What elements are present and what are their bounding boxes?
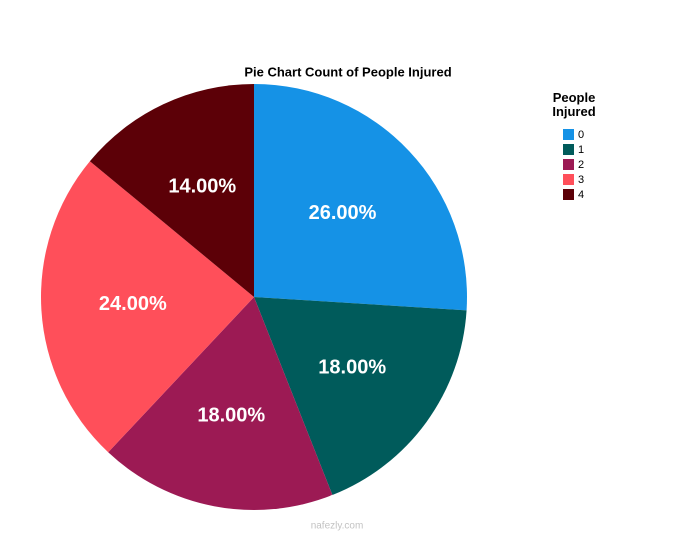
legend-label: 2 — [578, 159, 584, 171]
slice-label: 14.00% — [168, 175, 236, 197]
pie-slice — [40, 161, 255, 453]
pie-slice — [108, 297, 333, 510]
legend-title-line: People — [553, 90, 596, 105]
chart-title: Pie Chart Count of People Injured — [244, 64, 451, 79]
slice-label: 18.00% — [197, 405, 265, 427]
pie-slice — [254, 297, 467, 496]
legend-label: 1 — [578, 144, 584, 156]
pie-slice — [89, 84, 254, 297]
legend-swatch — [563, 174, 574, 185]
watermark-latin: nafezly.com — [311, 521, 364, 532]
slice-label: 26.00% — [309, 202, 377, 224]
legend-title-line: Injured — [552, 104, 595, 119]
legend-swatch — [563, 159, 574, 170]
legend-swatch — [563, 189, 574, 200]
slice-label: 24.00% — [99, 293, 167, 315]
legend-title: People Injured — [552, 90, 595, 119]
legend-swatch — [563, 144, 574, 155]
pie-slice — [254, 84, 467, 311]
legend-label: 3 — [578, 174, 584, 186]
slice-label: 18.00% — [318, 357, 386, 379]
legend-swatch — [563, 129, 574, 140]
legend-label: 4 — [578, 189, 584, 201]
watermark-arabic: نفذلي — [310, 492, 364, 518]
legend-label: 0 — [578, 129, 584, 141]
